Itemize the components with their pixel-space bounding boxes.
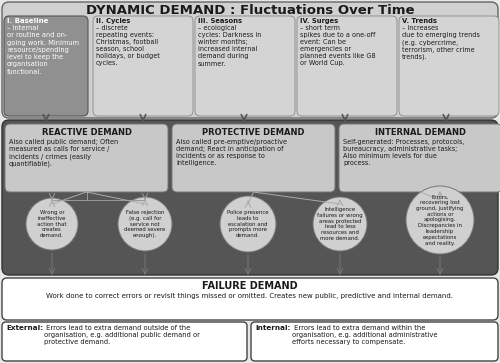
FancyBboxPatch shape	[195, 16, 295, 116]
FancyBboxPatch shape	[5, 124, 168, 192]
FancyBboxPatch shape	[297, 16, 397, 116]
Text: PROTECTIVE DEMAND: PROTECTIVE DEMAND	[202, 128, 305, 137]
FancyBboxPatch shape	[251, 322, 498, 361]
Circle shape	[406, 186, 474, 254]
Text: – short term
spikes due to a one-off
event: Can be
emergencies or
planned events: – short term spikes due to a one-off eve…	[300, 25, 376, 66]
Text: Self-generated: Processes, protocols,
bureaucracy, administrative tasks;
Also mi: Self-generated: Processes, protocols, bu…	[343, 139, 464, 166]
Text: III. Seasons: III. Seasons	[198, 18, 242, 24]
Text: INTERNAL DEMAND: INTERNAL DEMAND	[375, 128, 466, 137]
Text: IV. Surges: IV. Surges	[300, 18, 338, 24]
Circle shape	[118, 197, 172, 251]
Text: FAILURE DEMAND: FAILURE DEMAND	[202, 281, 298, 291]
Text: Also called public demand; Often
measured as calls for service /
incidents / cri: Also called public demand; Often measure…	[9, 139, 118, 167]
Text: Errors lead to extra demand within the
organisation, e.g. additional administrat: Errors lead to extra demand within the o…	[292, 325, 438, 345]
Text: Also called pre-emptive/proactive
demand; React in anticipation of
incidents or : Also called pre-emptive/proactive demand…	[176, 139, 287, 166]
FancyBboxPatch shape	[339, 124, 500, 192]
Text: REACTIVE DEMAND: REACTIVE DEMAND	[42, 128, 132, 137]
FancyBboxPatch shape	[93, 16, 193, 116]
Text: – increases
due to emerging trends
(e.g. cybercrime,
terrorism, other crime
tren: – increases due to emerging trends (e.g.…	[402, 25, 480, 60]
Text: Errors,
recovering lost
ground, justifying
actions or
apologising.
Discrepancies: Errors, recovering lost ground, justifyi…	[416, 194, 464, 246]
Text: V. Trends: V. Trends	[402, 18, 437, 24]
Text: Errors lead to extra demand outside of the
organisation, e.g. additional public : Errors lead to extra demand outside of t…	[44, 325, 200, 345]
Circle shape	[313, 197, 367, 251]
Text: Police presence
leads to
escalation and
prompts more
demand.: Police presence leads to escalation and …	[227, 210, 269, 238]
Text: DYNAMIC DEMAND : Fluctuations Over Time: DYNAMIC DEMAND : Fluctuations Over Time	[86, 4, 414, 17]
Text: – ecological
cycles: Darkness in
winter months;
increased internal
demand during: – ecological cycles: Darkness in winter …	[198, 25, 262, 66]
FancyBboxPatch shape	[2, 278, 498, 320]
FancyBboxPatch shape	[2, 2, 498, 118]
Text: False rejection
(e.g. call for
service not
deemed severe
enough).: False rejection (e.g. call for service n…	[124, 210, 166, 238]
Text: Intelligence
failures or wrong
areas protected
lead to less
resources and
more d: Intelligence failures or wrong areas pro…	[317, 207, 363, 241]
Text: Internal:: Internal:	[255, 325, 290, 331]
Circle shape	[26, 198, 78, 250]
FancyBboxPatch shape	[2, 322, 247, 361]
Text: Wrong or
ineffective
action that
creates
demand.: Wrong or ineffective action that creates…	[37, 210, 67, 238]
FancyBboxPatch shape	[2, 120, 498, 275]
FancyBboxPatch shape	[4, 16, 88, 116]
Text: – discrete
repeating events:
Christmas, football
season, school
holidays, or bud: – discrete repeating events: Christmas, …	[96, 25, 160, 66]
Text: External:: External:	[6, 325, 43, 331]
Text: – internal
or routine and on-
going work. Minimum
resource/spending
level to kee: – internal or routine and on- going work…	[7, 25, 79, 74]
Text: II. Cycles: II. Cycles	[96, 18, 130, 24]
Circle shape	[220, 196, 276, 252]
FancyBboxPatch shape	[172, 124, 335, 192]
Text: I. Baseline: I. Baseline	[7, 18, 48, 24]
Text: Work done to correct errors or revisit things missed or omitted. Creates new pub: Work done to correct errors or revisit t…	[46, 293, 454, 299]
FancyBboxPatch shape	[399, 16, 499, 116]
